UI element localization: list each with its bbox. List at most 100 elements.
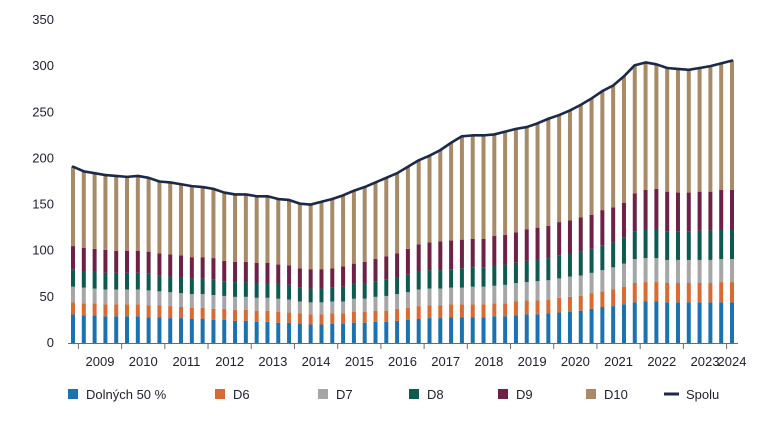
bar-segment-5 <box>222 260 227 282</box>
bar-segment-2 <box>654 282 659 302</box>
bar-segment-5 <box>362 261 367 284</box>
bar-segment-5 <box>567 220 572 254</box>
bar-segment-1 <box>157 317 162 343</box>
bar-segment-4 <box>459 268 464 288</box>
bar-segment-4 <box>654 229 659 259</box>
bar-segment-6 <box>416 160 421 245</box>
y-axis: 0 50 100 150 200 250 300 350 <box>32 12 54 350</box>
bar-segment-3 <box>351 298 356 312</box>
bar-segment-3 <box>168 292 173 307</box>
bar-segment-5 <box>330 268 335 288</box>
bar-segment-3 <box>222 295 227 309</box>
legend-swatch-6 <box>586 389 596 399</box>
bar-segment-6 <box>492 134 497 236</box>
bar-segment-2 <box>578 295 583 311</box>
bar-segment-6 <box>557 115 562 223</box>
bar-segment-4 <box>665 231 670 260</box>
bar-segment-5 <box>308 269 313 289</box>
bar-segment-6 <box>330 199 335 269</box>
bar-segment-3 <box>395 294 400 309</box>
bar-segment-5 <box>276 264 281 284</box>
bar-segment-2 <box>276 311 281 323</box>
bar-segment-4 <box>535 259 540 282</box>
total-line <box>71 59 734 206</box>
bar-segment-4 <box>276 283 281 299</box>
bar-segment-4 <box>708 230 713 260</box>
bar-segment-3 <box>92 288 97 304</box>
bar-segment-1 <box>351 322 356 343</box>
y-tick-label: 50 <box>40 289 54 304</box>
bar-segment-3 <box>492 285 497 304</box>
x-tick-label: 2017 <box>431 354 460 369</box>
bar-segment-1 <box>643 301 648 343</box>
bar-segment-4 <box>730 229 734 260</box>
bar-segment-4 <box>341 286 346 302</box>
bar-segment-2 <box>125 304 130 317</box>
bar-segment-6 <box>92 173 97 249</box>
bar-segment-4 <box>168 276 173 293</box>
bar-segment-5 <box>459 239 464 269</box>
bar-segment-3 <box>114 289 119 305</box>
total-line-layer <box>71 59 734 206</box>
bar-segment-5 <box>708 191 713 231</box>
bar-segment-6 <box>384 177 389 257</box>
bar-segment-2 <box>254 310 259 322</box>
bar-segment-2 <box>481 304 486 318</box>
bar-segment-4 <box>189 278 194 295</box>
bar-segment-4 <box>686 231 691 260</box>
bar-segment-1 <box>416 319 421 343</box>
bar-segment-1 <box>254 321 259 343</box>
bar-segment-3 <box>330 301 335 314</box>
bar-segment-6 <box>179 184 184 256</box>
bar-segment-5 <box>546 225 551 259</box>
bar-segment-6 <box>103 175 108 250</box>
bar-segment-4 <box>546 258 551 281</box>
bar-segment-1 <box>146 317 151 343</box>
bar-segment-1 <box>308 324 313 343</box>
bar-segment-1 <box>81 315 86 343</box>
bar-segment-5 <box>535 227 540 260</box>
bar-segment-5 <box>233 261 238 283</box>
bar-segment-2 <box>470 304 475 318</box>
x-tick-label: 2014 <box>302 354 331 369</box>
legend-swatch-1 <box>68 389 78 399</box>
x-tick-label: 2011 <box>172 354 200 369</box>
bar-segment-6 <box>308 204 313 270</box>
bar-segment-4 <box>600 245 605 271</box>
bar-segment-4 <box>297 287 302 302</box>
bar-segment-3 <box>503 284 508 304</box>
bar-segment-2 <box>384 310 389 322</box>
bar-segment-6 <box>481 135 486 239</box>
bar-segment-1 <box>632 302 637 343</box>
bar-segment-2 <box>449 304 454 318</box>
legend-swatch-3 <box>318 389 328 399</box>
bar-segment-3 <box>135 289 140 305</box>
bar-segment-5 <box>254 262 259 284</box>
bar-segment-2 <box>708 283 713 303</box>
bar-segment-1 <box>135 316 140 343</box>
bar-segment-2 <box>675 283 680 303</box>
bar-segment-6 <box>276 199 281 265</box>
legend-label-6: D10 <box>604 387 628 402</box>
bar-segment-4 <box>265 283 270 298</box>
bar-segment-4 <box>114 272 119 290</box>
bar-segment-6 <box>222 192 227 261</box>
bar-segment-3 <box>654 258 659 283</box>
x-tick-label: 2009 <box>86 354 115 369</box>
bar-segment-5 <box>492 235 497 266</box>
bar-segment-1 <box>481 317 486 343</box>
bar-segment-2 <box>427 305 432 319</box>
bar-segment-4 <box>557 255 562 279</box>
bar-segment-2 <box>81 303 86 316</box>
bar-segment-2 <box>686 283 691 303</box>
bar-segment-6 <box>189 186 194 258</box>
bar-segment-5 <box>395 253 400 278</box>
bar-segment-6 <box>524 127 529 230</box>
bar-segment-4 <box>319 288 324 303</box>
bar-segment-3 <box>632 259 637 284</box>
bar-segment-3 <box>287 299 292 313</box>
bar-segment-2 <box>157 305 162 318</box>
bar-segment-6 <box>125 176 130 251</box>
bar-segment-4 <box>200 278 205 295</box>
bar-segment-5 <box>632 193 637 232</box>
